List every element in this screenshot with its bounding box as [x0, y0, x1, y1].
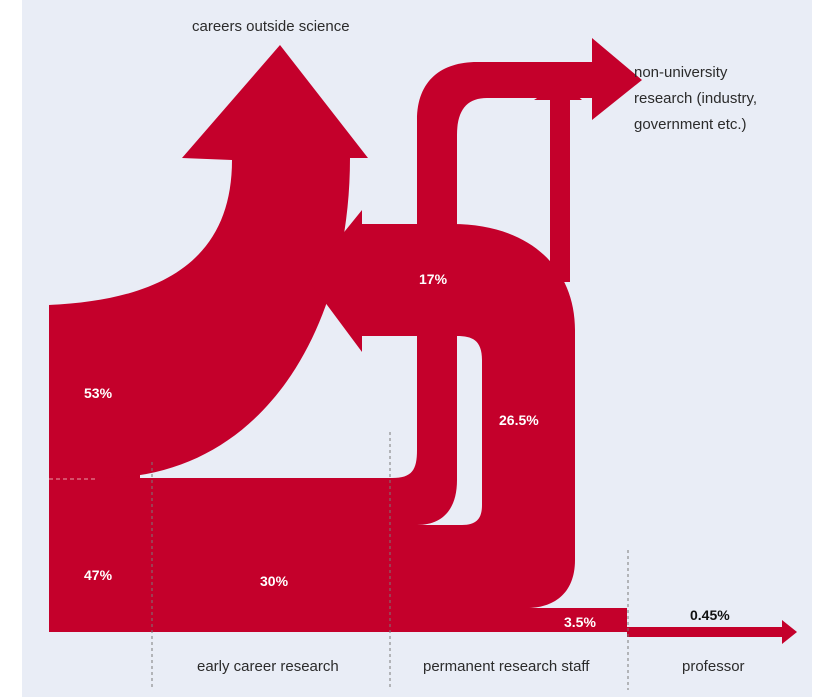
pct-staff-3-5: 3.5% — [564, 614, 596, 630]
flow-early-career — [49, 38, 642, 632]
pct-stay-47: 47% — [84, 567, 113, 583]
stage-professor: professor — [682, 658, 745, 675]
flow-permanent-loop — [152, 210, 575, 608]
pct-permanent-26-5: 26.5% — [499, 412, 539, 428]
label-nonuni-line1: non-university — [634, 64, 728, 81]
label-nonuni-line2: research (industry, — [634, 90, 757, 107]
stage-early-career: early career research — [197, 658, 339, 675]
pct-professor-0-45: 0.45% — [690, 607, 730, 623]
sankey-diagram: careers outside science non-university r… — [22, 0, 812, 697]
flow-bottom-band — [49, 608, 627, 632]
label-nonuni-line3: government etc.) — [634, 116, 747, 133]
pct-early-30: 30% — [260, 573, 289, 589]
sankey-svg: careers outside science non-university r… — [49, 18, 797, 690]
stage-permanent-staff: permanent research staff — [423, 658, 590, 675]
flow-permanent-to-nonuni — [534, 82, 582, 282]
pct-permanent-17: 17% — [419, 271, 448, 287]
flow-professor-arrow — [627, 620, 797, 644]
flow-careers-outside — [49, 45, 368, 478]
pct-outside-53: 53% — [84, 385, 113, 401]
label-careers-outside: careers outside science — [192, 18, 350, 35]
